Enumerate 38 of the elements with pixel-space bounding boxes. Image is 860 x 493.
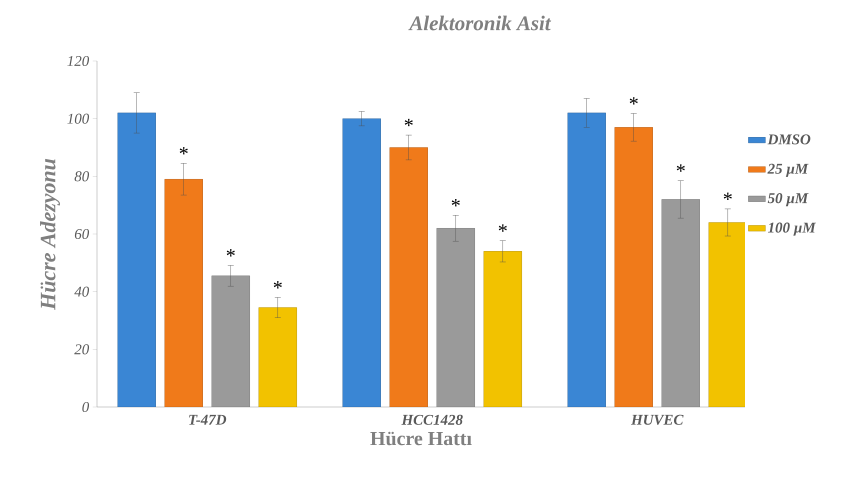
legend-label: 50 µM — [768, 193, 809, 206]
y-tick-label: 120 — [67, 56, 90, 66]
bar — [484, 251, 522, 407]
y-tick-label: 100 — [67, 114, 90, 124]
data-label: * — [404, 118, 413, 126]
bar — [342, 118, 381, 407]
y-tick-label: 80 — [74, 171, 90, 182]
bar — [568, 112, 606, 407]
chart-title: Alektoronik Asit — [408, 16, 552, 30]
bar — [212, 276, 250, 407]
legend-label: 100 µM — [768, 222, 816, 236]
data-label: * — [452, 199, 460, 206]
data-label: * — [226, 249, 235, 256]
x-tick-label: T-47D — [189, 414, 226, 425]
y-tick-label: 0 — [82, 402, 90, 412]
bar — [662, 199, 700, 407]
bar — [614, 127, 653, 407]
data-label: * — [180, 147, 188, 154]
bar — [436, 228, 475, 407]
bar — [708, 222, 746, 407]
bar — [164, 179, 203, 407]
y-axis-title: Hücre Adezyonu — [40, 158, 60, 310]
bar — [258, 307, 297, 407]
legend-label: DMSO — [767, 134, 810, 144]
y-tick-label: 40 — [74, 286, 90, 297]
data-label: * — [676, 164, 685, 172]
bar — [390, 147, 428, 407]
data-label: * — [724, 192, 732, 200]
data-label: * — [498, 224, 507, 232]
y-tick-label: 20 — [74, 344, 90, 354]
data-label: * — [630, 97, 638, 105]
y-tick-label: 60 — [74, 228, 90, 240]
bar — [118, 112, 156, 407]
x-tick-label: HCC1428 — [401, 414, 463, 425]
x-axis-title: Hücre Hattı — [370, 432, 472, 446]
x-tick-label: HUVEC — [630, 414, 684, 425]
data-label: * — [274, 281, 282, 288]
legend-label: 25 µM — [767, 164, 809, 177]
